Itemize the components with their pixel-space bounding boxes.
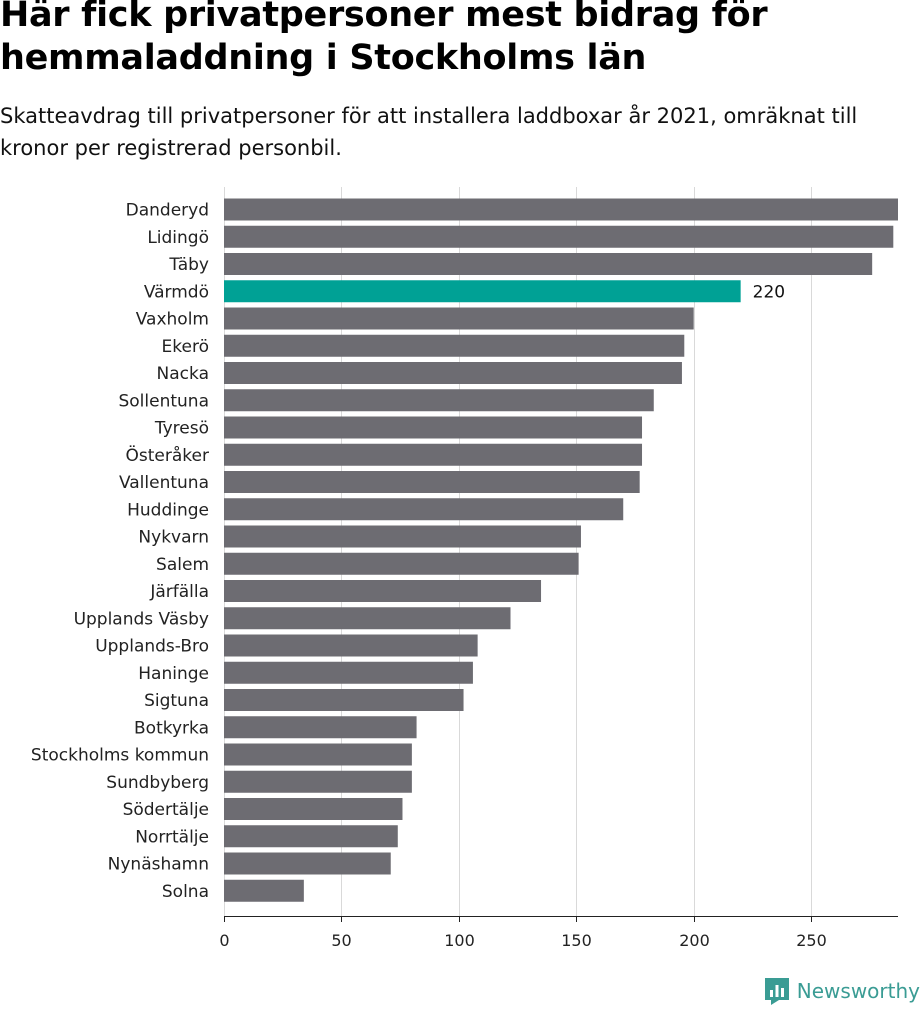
bar-upplands-bro: [224, 634, 478, 657]
category-label: Norrtälje: [135, 827, 209, 847]
bar-huddinge: [224, 498, 624, 521]
bar-lidingö: [224, 225, 894, 248]
bar-värmdö: [224, 280, 741, 303]
category-label: Upplands Väsby: [74, 609, 209, 629]
bar-sigtuna: [224, 689, 464, 711]
category-label: Järfälla: [149, 582, 209, 602]
bar-järfälla: [224, 580, 542, 602]
category-label: Tyresö: [154, 419, 209, 439]
category-label: Vaxholm: [136, 310, 209, 330]
chart-bars-icon: [764, 978, 789, 1005]
bar-norrtälje: [224, 825, 398, 848]
category-label: Sigtuna: [144, 691, 209, 711]
category-label: Huddinge: [127, 500, 209, 520]
bar-stockholms-kommun: [224, 743, 412, 766]
category-label: Täby: [168, 255, 209, 275]
bar-sundbyberg: [224, 770, 412, 793]
bar-nacka: [224, 362, 682, 384]
bar-botkyrka: [224, 716, 417, 739]
x-tick-label: 200: [679, 931, 710, 950]
category-label: Upplands-Bro: [95, 637, 209, 657]
category-label: Salem: [156, 555, 209, 575]
category-label: Österåker: [126, 444, 209, 466]
bar-nykvarn: [224, 525, 581, 548]
x-tick-label: 0: [219, 931, 229, 950]
bar-österåker: [224, 443, 643, 466]
bar-tyresö: [224, 416, 643, 439]
category-label: Nykvarn: [138, 528, 209, 548]
bar-upplands-väsby: [224, 607, 511, 630]
bar-nynäshamn: [224, 852, 391, 875]
category-label: Vallentuna: [119, 473, 209, 493]
logo-text: Newsworthy: [796, 979, 920, 1003]
bar-sollentuna: [224, 389, 654, 412]
bar-haninge: [224, 661, 473, 684]
category-label: Sollentuna: [118, 391, 209, 411]
bar-vallentuna: [224, 471, 640, 493]
x-tick-label: 50: [331, 931, 351, 950]
category-label: Danderyd: [126, 201, 209, 221]
newsworthy-logo: Newsworthy: [763, 976, 920, 1006]
x-tick-label: 250: [796, 931, 827, 950]
category-label: Nynäshamn: [108, 855, 209, 875]
bar-salem: [224, 552, 579, 575]
category-label: Värmdö: [144, 282, 209, 302]
category-label: Botkyrka: [134, 718, 209, 738]
bar-täby: [224, 253, 873, 275]
bar-södertälje: [224, 798, 403, 820]
category-label: Södertälje: [123, 800, 209, 820]
x-tick-label: 150: [561, 931, 592, 950]
bar-vaxholm: [224, 307, 694, 330]
category-label: Sundbyberg: [106, 773, 209, 793]
chart-subtitle: Skatteavdrag till privatpersoner för att…: [0, 104, 858, 160]
chart-title: Här fick privatpersoner mest bidrag för …: [0, 0, 768, 78]
bar-ekerö: [224, 334, 685, 357]
highlight-value-label: 220: [753, 282, 785, 302]
bar-solna: [224, 879, 304, 902]
category-label: Lidingö: [147, 228, 209, 248]
category-label: Haninge: [138, 664, 209, 684]
category-label: Ekerö: [162, 337, 209, 357]
bar-danderyd: [224, 198, 898, 221]
category-label: Stockholms kommun: [31, 746, 209, 766]
category-label: Nacka: [157, 364, 209, 384]
category-label: Solna: [162, 882, 209, 902]
x-tick-label: 100: [444, 931, 475, 950]
